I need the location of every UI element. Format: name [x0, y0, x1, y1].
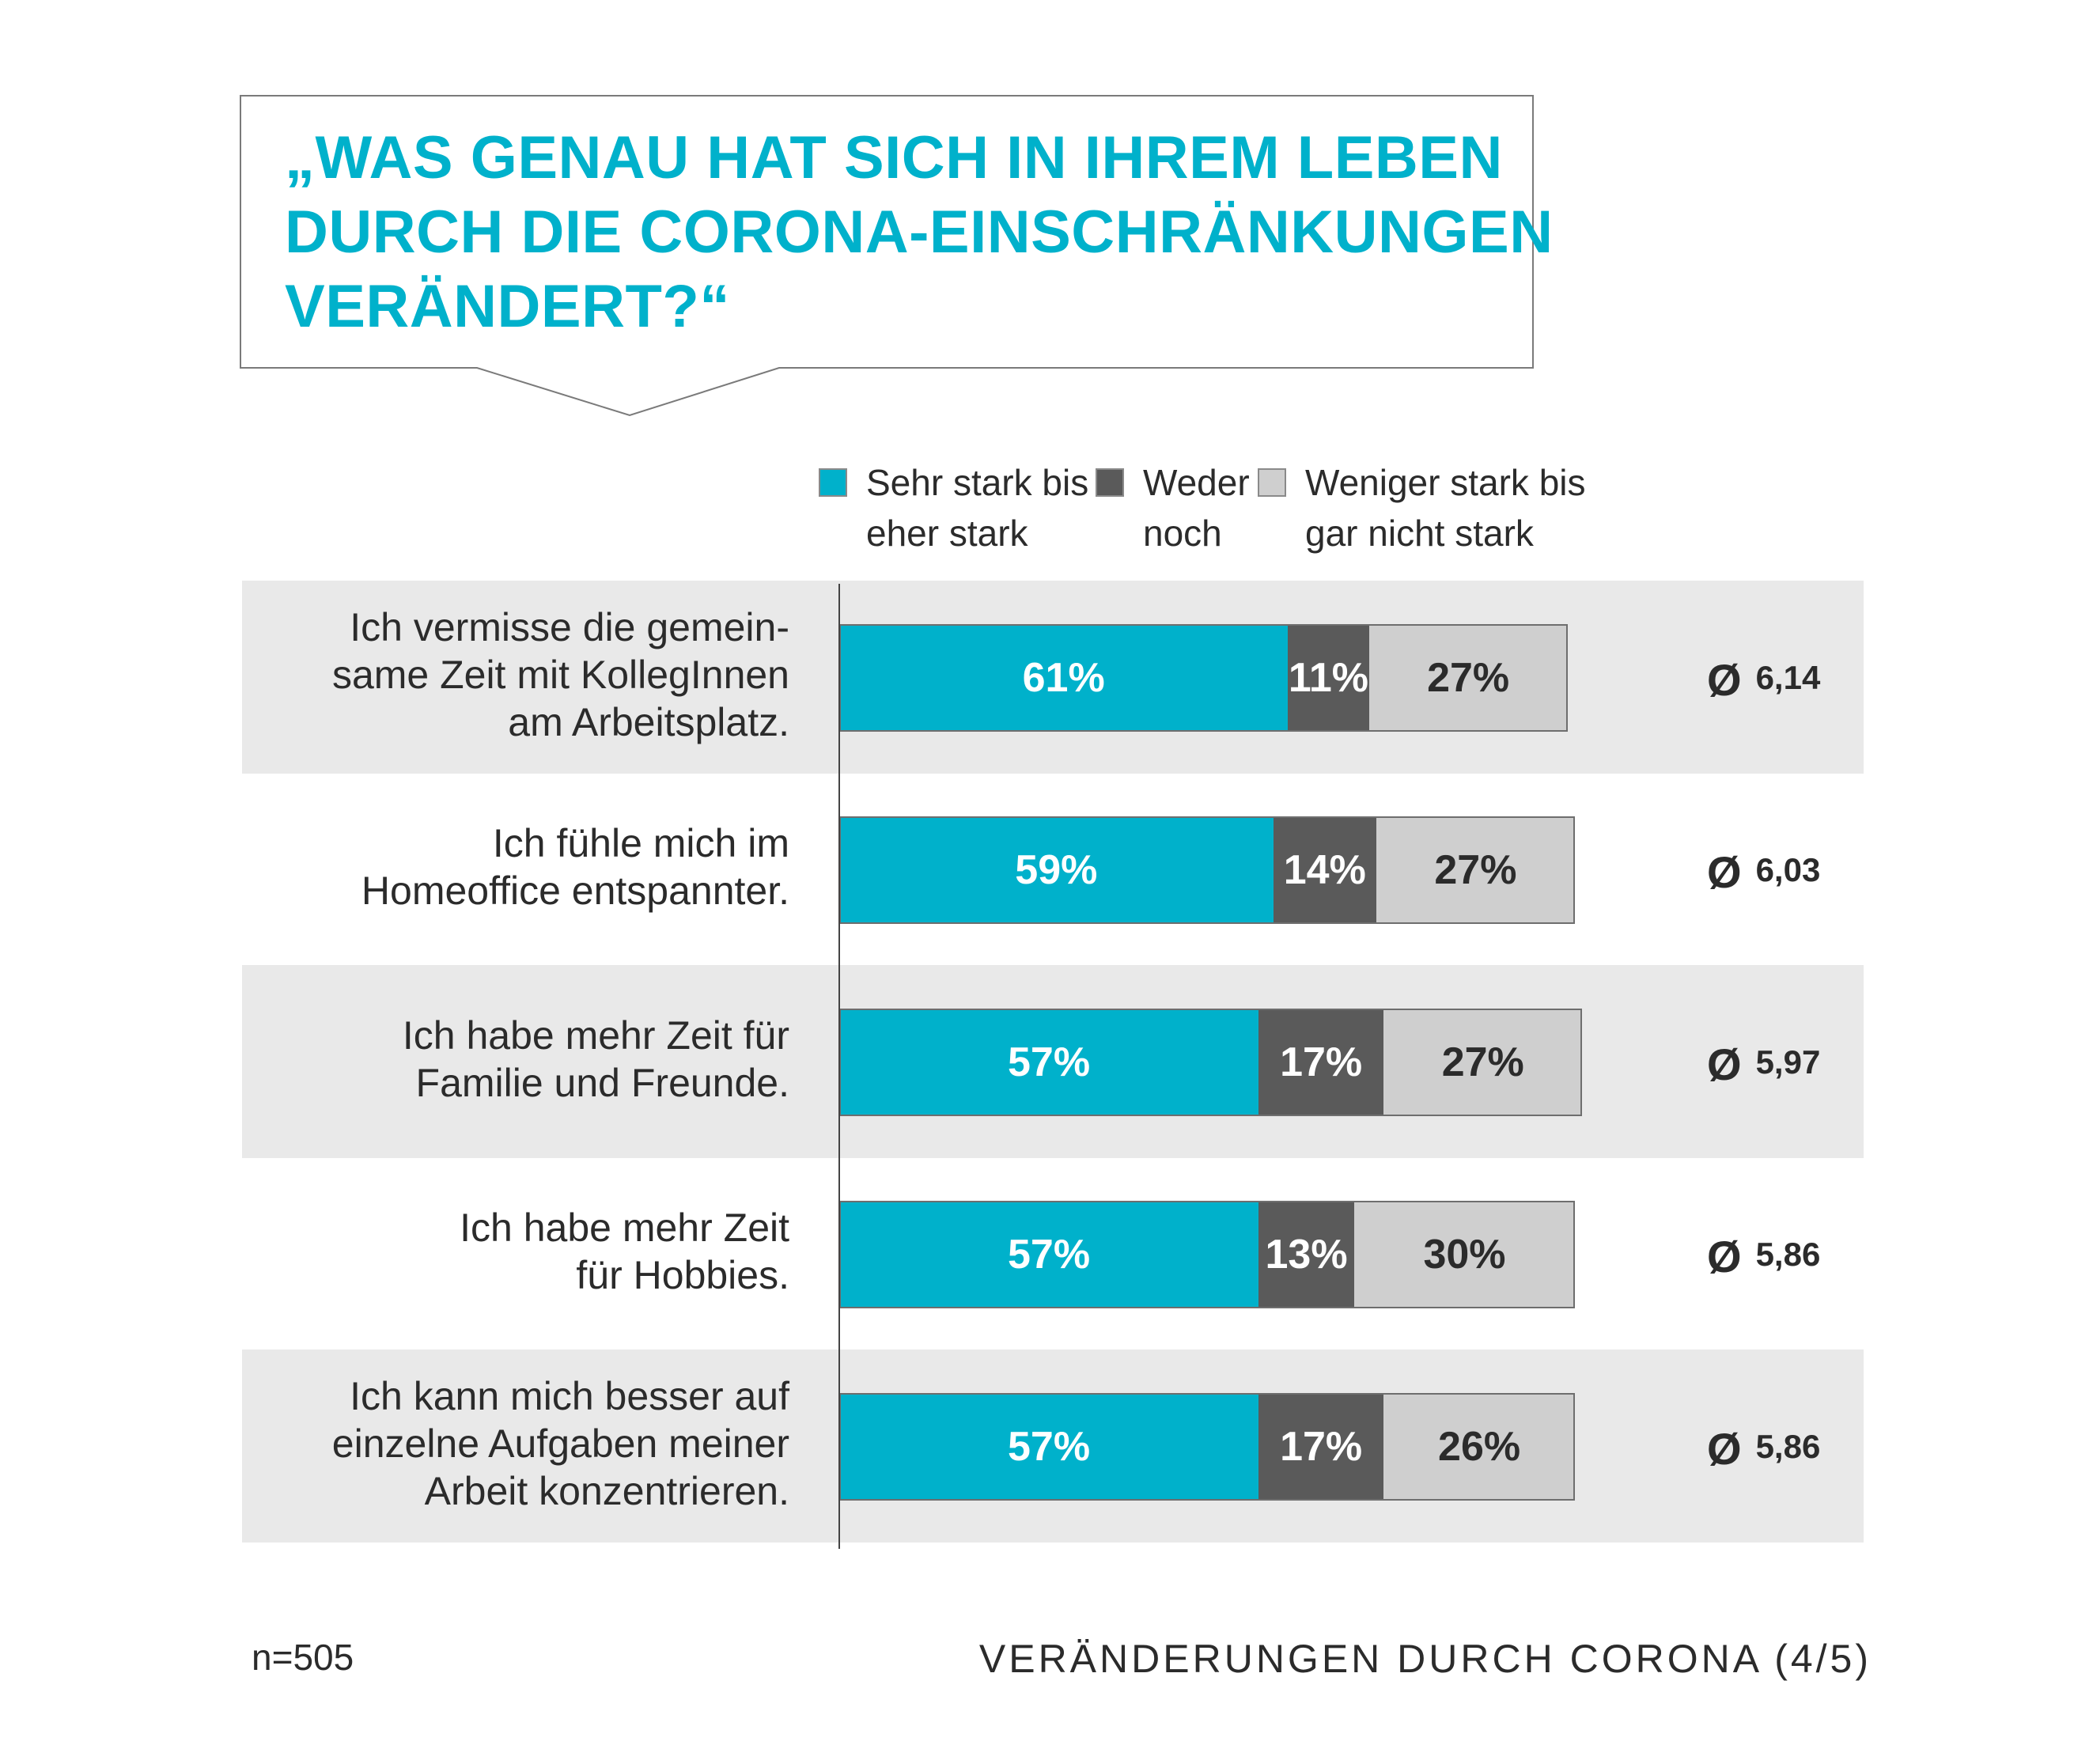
average-value: Ø 5,86	[1707, 1231, 1841, 1281]
bar-segment-neutral: 14%	[1273, 816, 1376, 924]
question-speech-box: „WAS GENAU HAT SICH IN IHREM LEBEN DURCH…	[240, 95, 1553, 418]
bar-segment-strong: 57%	[839, 1201, 1259, 1308]
bar-segment-weak: 27%	[1376, 816, 1575, 924]
category-label: Ich kann mich besser auf einzelne Aufgabe…	[332, 1372, 789, 1515]
data-label: 59%	[1015, 847, 1098, 893]
legend-label-weak: Weniger stark bis gar nicht stark	[1305, 462, 1586, 554]
average-number: 6,03	[1755, 851, 1821, 888]
data-label: 57%	[1008, 1424, 1091, 1470]
data-label: 17%	[1280, 1039, 1363, 1085]
category-label: Ich vermisse die gemein-same Zeit mit Ko…	[332, 604, 789, 746]
chart-axis-line	[838, 584, 840, 1549]
data-label: 11%	[1288, 655, 1369, 701]
average-symbol: Ø	[1707, 654, 1742, 705]
category-label-line: Ich vermisse die gemein-	[350, 605, 789, 649]
legend-label-strong: Sehr stark bis eher stark	[866, 462, 1089, 554]
data-label: 13%	[1265, 1232, 1348, 1278]
bar-segment-neutral: 17%	[1258, 1009, 1384, 1116]
legend-swatch-weak	[1258, 468, 1286, 497]
average-value: Ø 6,14	[1707, 654, 1841, 705]
average-symbol: Ø	[1707, 1039, 1742, 1089]
average-symbol: Ø	[1707, 1231, 1742, 1281]
average-symbol: Ø	[1707, 846, 1742, 897]
average-number: 6,14	[1755, 659, 1821, 696]
data-label: 26%	[1438, 1424, 1521, 1470]
data-label: 27%	[1427, 655, 1510, 701]
category-label-line: Familie und Freunde.	[415, 1061, 789, 1105]
bar-segment-strong: 57%	[839, 1393, 1259, 1501]
average-number: 5,86	[1755, 1236, 1821, 1273]
data-label: 30%	[1423, 1232, 1506, 1278]
data-label: 61%	[1022, 655, 1105, 701]
bar-segment-weak: 27%	[1383, 1009, 1583, 1116]
legend-swatch-neutral	[1096, 468, 1124, 497]
footer-title: VERÄNDERUNGEN DURCH CORONA (4/5)	[978, 1637, 1872, 1681]
category-label-line: Ich habe mehr Zeit	[460, 1206, 789, 1250]
data-label: 27%	[1441, 1039, 1524, 1085]
data-label: 17%	[1280, 1424, 1363, 1470]
category-label-line: Homeoffice entspannter.	[361, 869, 789, 913]
chart-title-line-2: DURCH DIE CORONA-EINSCHRÄNKUNGEN	[285, 199, 1554, 266]
average-value: Ø 5,97	[1707, 1039, 1841, 1089]
average-number: 5,97	[1755, 1043, 1821, 1081]
category-label-line: Ich fühle mich im	[492, 821, 789, 865]
legend-swatch-strong	[819, 468, 847, 497]
bar-segment-strong: 57%	[839, 1009, 1259, 1116]
data-label: 14%	[1283, 847, 1366, 893]
bar-segment-weak: 26%	[1383, 1393, 1575, 1501]
speech-bubble-outline	[240, 95, 1534, 417]
category-label-line: Ich habe mehr Zeit für	[402, 1013, 789, 1058]
average-value: Ø 5,86	[1707, 1423, 1841, 1474]
category-label-line: am Arbeitsplatz.	[508, 700, 789, 744]
bar-segment-weak: 30%	[1354, 1201, 1575, 1308]
bar-segment-weak: 27%	[1368, 624, 1568, 732]
chart-title-line-1: „WAS GENAU HAT SICH IN IHREM LEBEN	[285, 124, 1503, 191]
bar-segment-neutral: 13%	[1258, 1201, 1354, 1308]
bar-segment-strong: 59%	[839, 816, 1274, 924]
data-label: 27%	[1434, 847, 1517, 893]
average-symbol: Ø	[1707, 1423, 1742, 1474]
data-label: 57%	[1008, 1039, 1091, 1085]
chart-title-line-3: VERÄNDERT?“	[285, 273, 730, 340]
category-label-line: einzelne Aufgaben meiner	[331, 1421, 789, 1466]
bar-segment-neutral: 17%	[1258, 1393, 1384, 1501]
bar-segment-neutral: 11%	[1288, 624, 1369, 732]
sample-size: n=505	[252, 1637, 354, 1678]
category-label-line: für Hobbies.	[576, 1253, 789, 1297]
category-label-line: Ich kann mich besser auf	[350, 1374, 789, 1418]
legend-label-neutral: Weder noch	[1143, 462, 1250, 554]
bar-segment-strong: 61%	[839, 624, 1289, 732]
data-label: 57%	[1008, 1232, 1091, 1278]
average-value: Ø 6,03	[1707, 846, 1841, 897]
category-label: Ich fühle mich im Homeoffice entspannter.	[361, 820, 789, 914]
category-label-line: same Zeit mit KollegInnen	[331, 653, 789, 697]
category-label: Ich habe mehr Zeit für Hobbies.	[460, 1204, 789, 1299]
average-number: 5,86	[1755, 1428, 1821, 1465]
category-label: Ich habe mehr Zeit für Familie und Freund…	[403, 1012, 789, 1107]
category-label-line: Arbeit konzentrieren.	[424, 1469, 789, 1513]
